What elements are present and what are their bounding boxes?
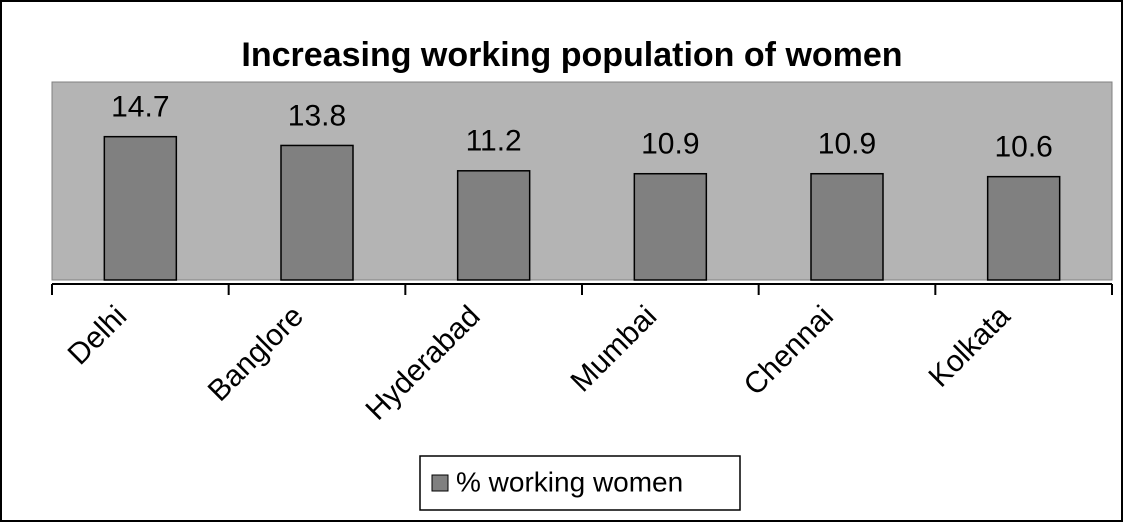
plot-area — [51, 81, 1113, 281]
legend-label: % working women — [456, 466, 683, 497]
data-label: 13.8 — [288, 99, 346, 132]
bar — [810, 172, 884, 281]
bar — [103, 135, 178, 281]
bar — [633, 172, 708, 281]
bar — [280, 144, 354, 281]
legend-swatch — [431, 474, 449, 492]
chart-title: Increasing working population of women — [241, 36, 902, 74]
data-label: 10.9 — [818, 128, 876, 161]
bar — [456, 170, 531, 281]
data-label: 11.2 — [466, 125, 522, 158]
data-label: 14.7 — [111, 91, 169, 124]
data-label: 10.9 — [641, 128, 699, 161]
bar — [986, 175, 1061, 281]
legend-box — [419, 455, 741, 511]
data-label: 10.6 — [994, 131, 1052, 164]
